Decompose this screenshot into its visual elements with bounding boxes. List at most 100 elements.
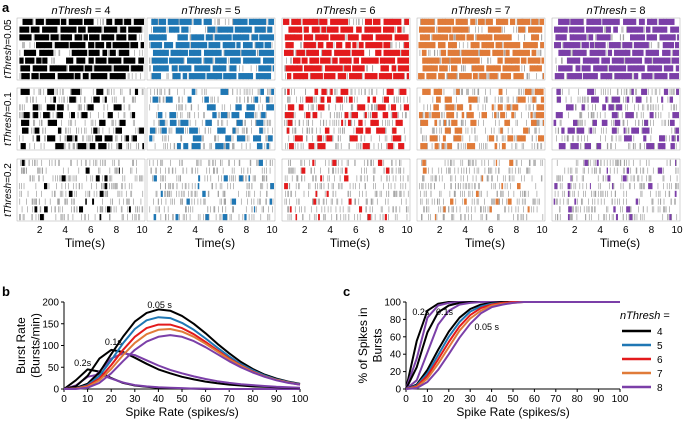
column-header-7: nThresh = 7	[451, 5, 510, 17]
raster-7-row1	[416, 87, 546, 151]
annotation-2: 0.2s	[74, 358, 92, 368]
column-header-5: nThresh = 5	[181, 5, 240, 17]
x-tick-label: 20	[443, 394, 455, 405]
raster-8-row2	[551, 158, 681, 222]
x-tick-label: 70	[550, 394, 562, 405]
x-tick-label: 0	[61, 394, 67, 405]
panel-label-a: a	[2, 0, 10, 15]
raster-4-row1	[16, 87, 146, 151]
raster-5-row1	[146, 87, 276, 151]
x-tick-label: 60	[529, 394, 541, 405]
row-label-1: tThresh=0.1	[3, 92, 14, 146]
y-axis-label: % of Spikes inBursts	[356, 307, 384, 383]
raster-x-tick: 4	[597, 225, 603, 236]
y-tick-label: 0	[395, 385, 401, 396]
annotation-2: 0.05 s	[474, 322, 499, 332]
raster-x-tick: 10	[266, 225, 278, 236]
series-8-t0.05	[405, 301, 620, 390]
y-tick-label: 40	[390, 350, 402, 361]
annotation-0: 0.05 s	[147, 300, 172, 310]
raster-x-tick: 10	[401, 225, 413, 236]
legend-label-7: 7	[657, 369, 663, 380]
row-label-0: tThresh=0.05	[3, 19, 14, 79]
raster-5-row2	[146, 158, 276, 222]
raster-x-tick: 2	[437, 225, 443, 236]
raster-x-tick: 10	[671, 225, 683, 236]
percent-spikes-chart: 0 10 20 30 40 50 60 70 80 90 100 0 20 40 60 80 100 Spike …	[356, 298, 670, 420]
raster-x-tick: 4	[462, 225, 468, 236]
row-label-2: tThresh=0.2	[3, 163, 14, 217]
y-tick-label: 150	[42, 319, 59, 330]
x-tick-label: 50	[507, 394, 519, 405]
x-axis-label: Spike Rate (spikes/s)	[125, 405, 238, 419]
raster-8-row1	[551, 87, 681, 151]
raster-x-tick: 8	[244, 225, 250, 236]
raster-x-tick: 10	[136, 225, 148, 236]
annotation-1: 0.1s	[105, 337, 123, 347]
raster-x-label: Time(s)	[600, 236, 640, 250]
x-tick-label: 30	[129, 394, 141, 405]
raster-x-label: Time(s)	[195, 236, 235, 250]
panel-label-b: b	[2, 284, 10, 299]
raster-x-tick: 4	[62, 225, 68, 236]
column-header-8: nThresh = 8	[586, 5, 645, 17]
annotation-1: 0.1s	[436, 307, 454, 317]
y-tick-label: 100	[42, 341, 59, 352]
y-tick-label: 20	[390, 367, 402, 378]
raster-7-row0	[416, 17, 546, 81]
raster-x-tick: 6	[88, 225, 94, 236]
x-tick-label: 80	[572, 394, 584, 405]
raster-frame	[146, 158, 276, 222]
x-tick-label: 90	[593, 394, 605, 405]
raster-x-tick: 2	[167, 225, 173, 236]
raster-x-tick: 6	[353, 225, 359, 236]
raster-x-tick: 8	[379, 225, 385, 236]
y-tick-label: 50	[48, 363, 60, 374]
raster-x-tick: 10	[536, 225, 548, 236]
column-header-6: nThresh = 6	[316, 5, 375, 17]
x-tick-label: 10	[82, 394, 94, 405]
burst-rate-chart: 0 10 20 30 40 50 60 70 80 90 100 0 50 100 150 200 Spike …	[14, 298, 309, 420]
x-tick-label: 0	[403, 394, 409, 405]
raster-x-label: Time(s)	[330, 236, 370, 250]
x-tick-label: 30	[465, 394, 477, 405]
raster-6-row1	[281, 87, 411, 151]
raster-x-label: Time(s)	[465, 236, 505, 250]
y-tick-label: 60	[390, 332, 402, 343]
raster-x-tick: 8	[114, 225, 120, 236]
y-tick-label: 0	[53, 385, 59, 396]
x-tick-label: 100	[612, 394, 629, 405]
raster-x-tick: 6	[623, 225, 629, 236]
raster-x-tick: 6	[218, 225, 224, 236]
y-tick-label: 200	[42, 298, 59, 309]
raster-x-label: Time(s)	[65, 236, 105, 250]
raster-6-row2	[281, 158, 411, 222]
x-tick-label: 80	[247, 394, 259, 405]
raster-4-row2	[16, 158, 146, 222]
x-tick-label: 50	[176, 394, 188, 405]
panel-label-c: c	[343, 284, 350, 299]
x-tick-label: 10	[422, 394, 434, 405]
raster-x-tick: 2	[302, 225, 308, 236]
raster-x-tick: 4	[192, 225, 198, 236]
x-tick-label: 40	[486, 394, 498, 405]
raster-panel-a: nThresh = 4 nThresh = 5 nThresh = 6 nThresh…	[3, 5, 683, 250]
column-header-4: nThresh = 4	[51, 5, 110, 17]
raster-5-row0	[146, 17, 276, 81]
raster-x-tick: 8	[649, 225, 655, 236]
x-tick-label: 20	[106, 394, 118, 405]
raster-x-tick: 8	[514, 225, 520, 236]
x-tick-label: 40	[153, 394, 165, 405]
x-tick-label: 60	[200, 394, 212, 405]
raster-x-tick: 2	[572, 225, 578, 236]
series-8-t0.05	[64, 334, 301, 390]
x-tick-label: 100	[292, 394, 309, 405]
raster-4-row0	[16, 17, 146, 81]
raster-x-tick: 4	[327, 225, 333, 236]
legend-label-4: 4	[657, 327, 663, 338]
y-axis-label: Burst Rate(Bursts/min)	[14, 313, 42, 378]
raster-7-row2	[416, 158, 546, 222]
y-tick-label: 80	[390, 315, 402, 326]
raster-x-tick: 6	[488, 225, 494, 236]
